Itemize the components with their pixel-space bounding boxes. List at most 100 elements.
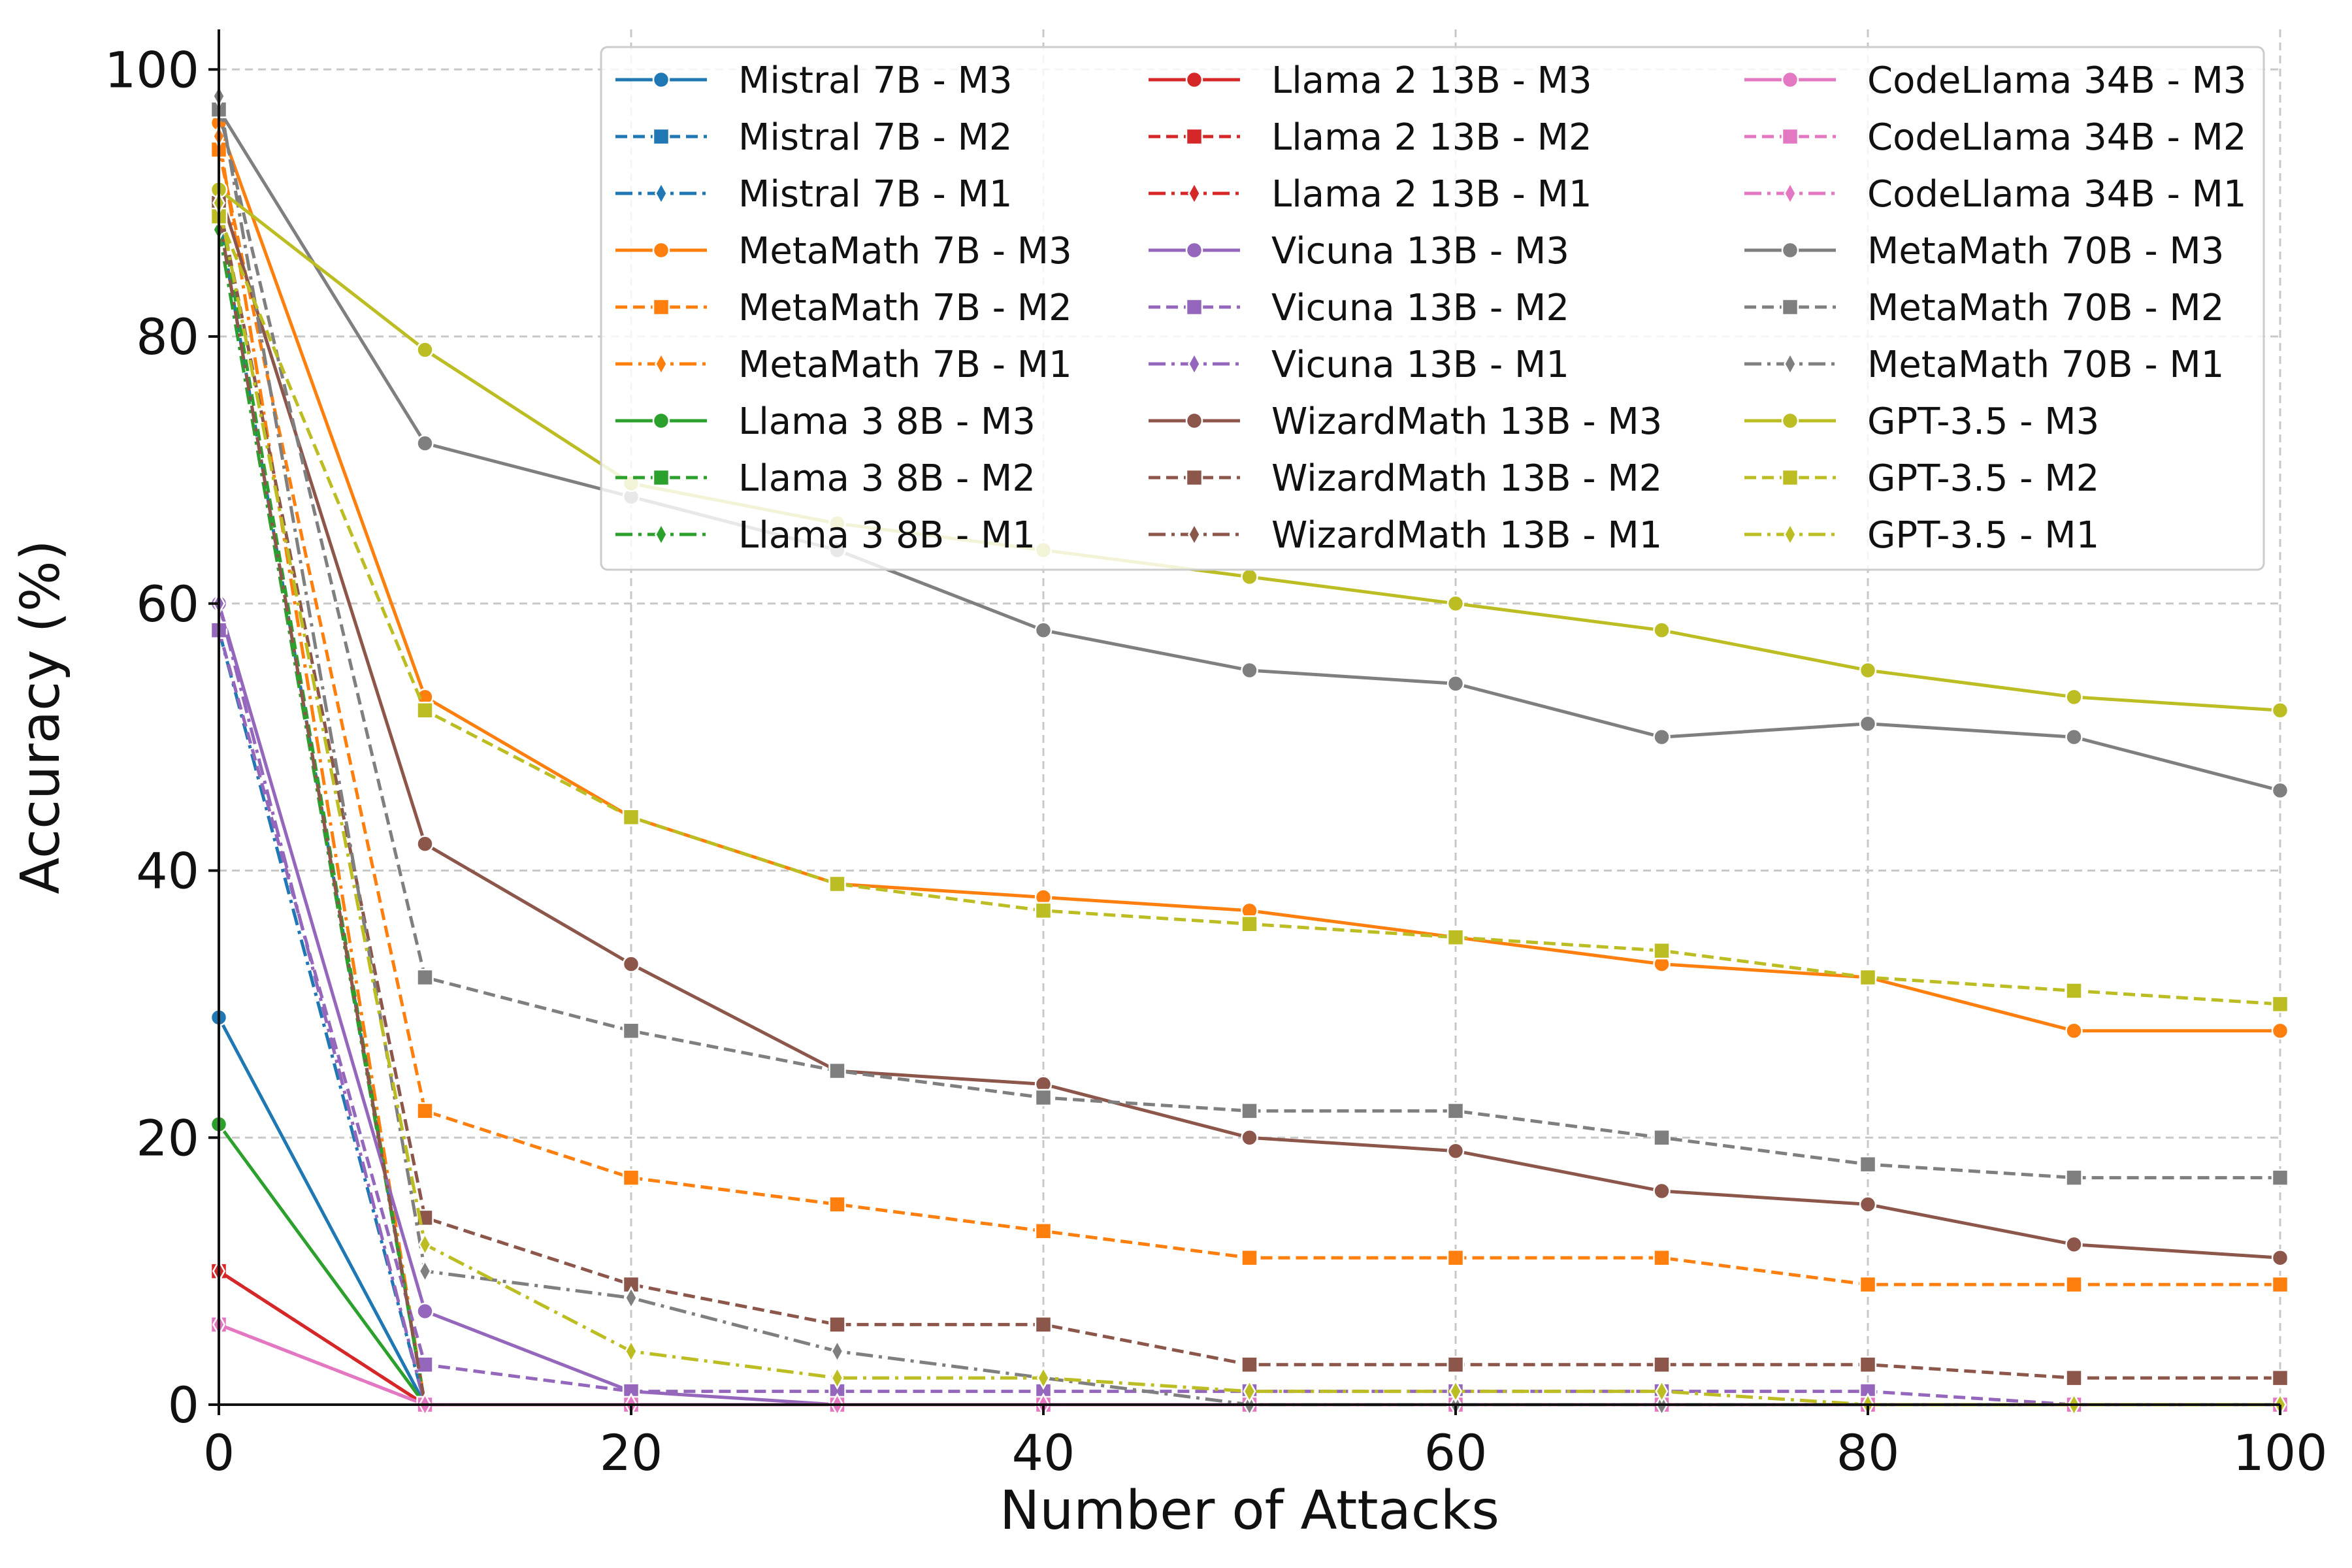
data-point-metamath-70b-m3-70 [1653, 728, 1671, 746]
data-point-gpt-3-5-m3-80 [1859, 661, 1877, 679]
legend-label-vicuna-13b-m2: Vicuna 13B - M2 [1271, 287, 1569, 329]
series-line-vicuna-13b-m2 [217, 630, 2280, 1407]
legend-label-llama-2-13b-m1: Llama 2 13B - M1 [1271, 173, 1592, 216]
data-point-metamath-70b-m3-80 [1859, 715, 1877, 732]
legend-marker-llama-2-13b-m2 [1185, 127, 1203, 146]
legend-label-mistral-7b-m1: Mistral 7B - M1 [738, 173, 1013, 216]
x-tick-label-40: 40 [1012, 1424, 1075, 1482]
y-tick-label-20: 20 [136, 1109, 199, 1167]
x-axis-title: Number of Attacks [1000, 1480, 1499, 1542]
data-point-metamath-70b-m3-100 [2271, 781, 2289, 800]
legend-item-wizardmath-13b-m1: WizardMath 13B - M1 [1149, 514, 1662, 557]
data-point-metamath-7b-m2-10 [416, 1102, 434, 1120]
data-point-metamath-7b-m2-50 [1241, 1249, 1258, 1267]
legend-label-llama-2-13b-m3: Llama 2 13B - M3 [1271, 59, 1592, 102]
data-point-metamath-7b-m2-40 [1034, 1222, 1053, 1240]
legend-marker-gpt-3-5-m2 [1781, 468, 1799, 487]
legend-label-metamath-70b-m3: MetaMath 70B - M3 [1867, 230, 2224, 272]
x-tick-label-20: 20 [600, 1424, 663, 1482]
legend-item-wizardmath-13b-m2: WizardMath 13B - M2 [1149, 457, 1662, 500]
legend-item-llama-3-8b-m3: Llama 3 8B - M3 [615, 400, 1036, 443]
legend-label-vicuna-13b-m3: Vicuna 13B - M3 [1271, 230, 1569, 272]
data-point-metamath-70b-m2-40 [1034, 1088, 1053, 1107]
legend-marker-metamath-7b-m1 [654, 351, 668, 376]
data-point-wizardmath-13b-m3-10 [416, 835, 434, 853]
legend-label-llama-3-8b-m2: Llama 3 8B - M2 [738, 457, 1036, 500]
y-axis-title: Accuracy (%) [10, 540, 72, 894]
data-point-wizardmath-13b-m2-90 [2065, 1369, 2083, 1387]
legend-item-llama-2-13b-m3: Llama 2 13B - M3 [1149, 59, 1592, 102]
legend-marker-llama-2-13b-m1 [1187, 181, 1201, 206]
data-point-metamath-70b-m2-100 [2271, 1169, 2289, 1186]
x-tick-label-80: 80 [1837, 1424, 1900, 1482]
data-point-gpt-3-5-m3-10 [416, 341, 434, 359]
data-point-metamath-70b-m2-70 [1653, 1129, 1671, 1147]
legend-marker-llama-3-8b-m3 [652, 412, 670, 430]
data-point-wizardmath-13b-m2-30 [828, 1316, 846, 1333]
legend-marker-gpt-3-5-m1 [1783, 522, 1797, 547]
data-point-metamath-70b-m1-10 [418, 1259, 432, 1283]
legend-frame [600, 46, 2265, 571]
legend-marker-vicuna-13b-m2 [1185, 298, 1203, 316]
x-tick-label-100: 100 [2232, 1424, 2327, 1482]
legend-marker-mistral-7b-m1 [654, 181, 668, 206]
legend-item-gpt-3-5-m3: GPT-3.5 - M3 [1744, 400, 2099, 443]
data-point-gpt-3-5-m3-70 [1653, 621, 1671, 639]
legend-marker-codellama-34b-m3 [1781, 71, 1799, 89]
legend-marker-vicuna-13b-m3 [1185, 241, 1203, 259]
data-point-metamath-70b-m1-20 [624, 1286, 638, 1310]
legend-marker-metamath-70b-m2 [1781, 298, 1799, 316]
legend-label-codellama-34b-m3: CodeLlama 34B - M3 [1867, 59, 2247, 102]
series-metamath-7b-m2 [210, 140, 2289, 1294]
legend-marker-metamath-70b-m1 [1783, 351, 1797, 376]
data-point-gpt-3-5-m2-60 [1446, 928, 1465, 946]
data-point-wizardmath-13b-m3-100 [2271, 1249, 2289, 1267]
legend-marker-wizardmath-13b-m2 [1185, 468, 1203, 487]
legend-item-vicuna-13b-m2: Vicuna 13B - M2 [1149, 287, 1569, 329]
axes: 0 20 40 60 80 100 0 20 40 60 80 100 [105, 29, 2328, 1482]
legend-label-metamath-7b-m3: MetaMath 7B - M3 [738, 230, 1072, 272]
legend-label-llama-3-8b-m1: Llama 3 8B - M1 [738, 514, 1036, 557]
y-tick-label-80: 80 [136, 308, 199, 366]
legend-marker-metamath-7b-m2 [652, 298, 670, 316]
data-point-metamath-70b-m1-30 [830, 1339, 844, 1364]
legend-marker-vicuna-13b-m1 [1187, 351, 1201, 376]
data-point-metamath-70b-m3-40 [1034, 621, 1053, 639]
data-point-metamath-7b-m3-90 [2065, 1022, 2083, 1040]
legend-item-metamath-70b-m3: MetaMath 70B - M3 [1744, 230, 2224, 272]
legend-marker-wizardmath-13b-m3 [1185, 412, 1203, 430]
data-point-metamath-70b-m2-50 [1241, 1102, 1258, 1120]
data-point-gpt-3-5-m1-40 [1036, 1365, 1051, 1390]
data-point-gpt-3-5-m2-30 [828, 875, 846, 893]
y-tick-label-100: 100 [105, 41, 199, 99]
data-point-metamath-70b-m2-20 [622, 1022, 640, 1040]
series-vicuna-13b-m2 [210, 621, 2289, 1414]
data-point-gpt-3-5-m2-100 [2271, 995, 2289, 1013]
legend-item-llama-2-13b-m1: Llama 2 13B - M1 [1149, 173, 1592, 216]
legend-label-vicuna-13b-m1: Vicuna 13B - M1 [1271, 344, 1569, 386]
data-point-gpt-3-5-m2-80 [1859, 968, 1877, 987]
data-point-gpt-3-5-m1-20 [624, 1339, 638, 1364]
legend-item-codellama-34b-m2: CodeLlama 34B - M2 [1744, 116, 2247, 159]
data-point-wizardmath-13b-m2-50 [1241, 1356, 1258, 1373]
data-point-wizardmath-13b-m3-70 [1653, 1182, 1671, 1200]
data-point-gpt-3-5-m3-90 [2065, 688, 2083, 706]
y-tick-label-40: 40 [136, 842, 199, 900]
data-point-gpt-3-5-m2-50 [1241, 915, 1258, 933]
data-point-metamath-70b-m3-60 [1446, 675, 1465, 693]
data-point-metamath-70b-m3-50 [1241, 661, 1258, 679]
legend-item-llama-2-13b-m2: Llama 2 13B - M2 [1149, 116, 1592, 159]
legend-item-mistral-7b-m3: Mistral 7B - M3 [615, 59, 1013, 102]
legend-label-gpt-3-5-m1: GPT-3.5 - M1 [1867, 514, 2099, 557]
legend-marker-codellama-34b-m1 [1783, 181, 1797, 206]
legend-marker-llama-3-8b-m2 [652, 468, 670, 487]
legend-item-vicuna-13b-m1: Vicuna 13B - M1 [1149, 344, 1569, 386]
data-point-vicuna-13b-m3-10 [416, 1302, 434, 1320]
legend-label-metamath-7b-m1: MetaMath 7B - M1 [738, 344, 1072, 386]
data-point-metamath-70b-m2-60 [1446, 1102, 1465, 1120]
legend-item-mistral-7b-m1: Mistral 7B - M1 [615, 173, 1013, 216]
legend-label-wizardmath-13b-m3: WizardMath 13B - M3 [1271, 400, 1662, 443]
data-point-metamath-70b-m2-80 [1859, 1155, 1877, 1173]
legend-label-metamath-70b-m1: MetaMath 70B - M1 [1867, 344, 2224, 386]
